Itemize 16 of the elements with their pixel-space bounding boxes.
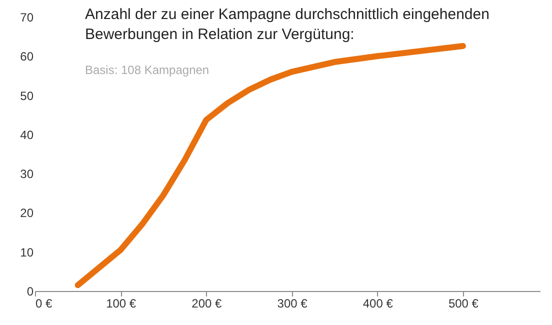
y-tick-label: 60 — [20, 50, 34, 64]
y-tick-label: 40 — [20, 128, 34, 142]
y-tick-label: 20 — [20, 206, 34, 220]
annotation: Basis: 108 Kampagnen — [85, 63, 210, 77]
y-tick-label: 10 — [20, 245, 34, 260]
x-tick-label: 200 € — [192, 296, 222, 310]
x-tick-label: 100 € — [106, 296, 136, 310]
x-tick-label: 500 € — [448, 296, 479, 310]
x-tick-label: 0 € — [36, 296, 53, 310]
x-tick-label: 400 € — [362, 296, 394, 310]
y-tick-label: 30 — [20, 167, 34, 182]
y-tick-label: 70 — [20, 10, 34, 24]
chart-title: Anzahl der zu einer Kampagne durchschnittlich eingehenden Bewerbungen in Relation zur Vergütung: — [85, 6, 490, 43]
x-tick-label: 300 € — [277, 296, 308, 310]
y-tick-label: 0 — [26, 284, 34, 298]
y-tick-label: 50 — [20, 88, 34, 103]
